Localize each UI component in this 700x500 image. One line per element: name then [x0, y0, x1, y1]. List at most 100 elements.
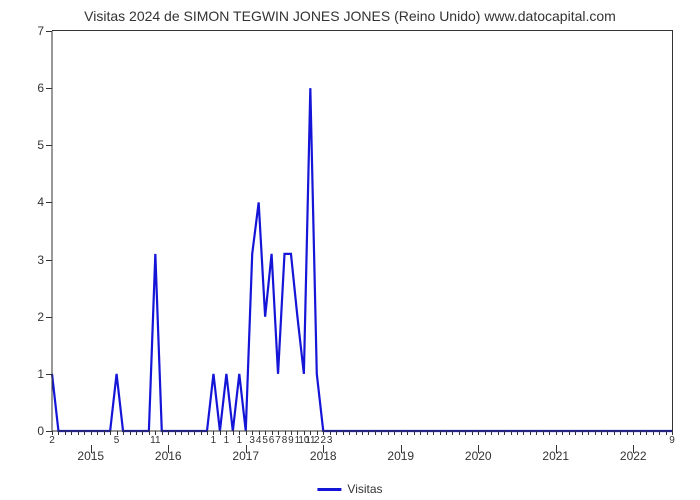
x-tick-minor [58, 431, 59, 435]
x-axis-value-label: 5 [114, 435, 120, 446]
x-axis-value-label: 1 [224, 435, 230, 446]
plot-area: 0123456720152016201720182019202020212022… [52, 30, 673, 431]
x-tick-minor [646, 431, 647, 435]
x-axis-value-label: 4 [256, 435, 262, 446]
x-tick-minor [356, 431, 357, 435]
x-tick-minor [142, 431, 143, 435]
x-tick-minor [130, 431, 131, 435]
y-axis-label: 7 [37, 24, 44, 38]
x-tick-minor [97, 431, 98, 435]
x-tick-minor [220, 431, 221, 435]
y-tick [46, 31, 52, 32]
x-tick-minor [78, 431, 79, 435]
x-axis-value-label: 2 [320, 435, 326, 446]
y-axis-label: 6 [37, 81, 44, 95]
x-tick-minor [427, 431, 428, 435]
x-tick-minor [666, 431, 667, 435]
x-tick-minor [84, 431, 85, 435]
x-tick-minor [582, 431, 583, 435]
y-axis-label: 0 [37, 424, 44, 438]
x-axis-value-label: 2 [314, 435, 320, 446]
x-tick-minor [498, 431, 499, 435]
visitas-line [52, 88, 672, 431]
x-tick-minor [633, 431, 634, 435]
x-tick-minor [614, 431, 615, 435]
x-tick-minor [368, 431, 369, 435]
x-tick-minor [504, 431, 505, 435]
x-tick-minor [659, 431, 660, 435]
x-tick-minor [523, 431, 524, 435]
x-axis-value-label: 9 [288, 435, 294, 446]
x-tick-major [246, 445, 247, 453]
x-axis-value-label: 3 [249, 435, 255, 446]
x-tick-minor [485, 431, 486, 435]
x-tick-minor [627, 431, 628, 435]
x-tick-major [401, 445, 402, 453]
x-tick-minor [440, 431, 441, 435]
x-tick-minor [246, 431, 247, 435]
y-axis-label: 3 [37, 253, 44, 267]
x-tick-major [478, 445, 479, 453]
x-tick-minor [65, 431, 66, 435]
x-tick-minor [381, 431, 382, 435]
x-tick-minor [71, 431, 72, 435]
legend-label: Visitas [347, 482, 382, 496]
x-tick-minor [414, 431, 415, 435]
x-tick-minor [517, 431, 518, 435]
y-tick [46, 317, 52, 318]
x-tick-minor [595, 431, 596, 435]
x-tick-minor [472, 431, 473, 435]
x-axis-value-label: 2 [49, 435, 55, 446]
x-tick-minor [91, 431, 92, 435]
x-tick-minor [110, 431, 111, 435]
x-tick-minor [201, 431, 202, 435]
y-tick [46, 260, 52, 261]
x-tick-major [168, 445, 169, 453]
x-tick-minor [459, 431, 460, 435]
x-tick-minor [123, 431, 124, 435]
x-axis-value-label: 11 [150, 435, 160, 446]
x-axis-value-label: 1 [237, 435, 243, 446]
x-tick-minor [136, 431, 137, 435]
x-axis-value-label: 5 [262, 435, 268, 446]
x-tick-minor [407, 431, 408, 435]
x-tick-minor [420, 431, 421, 435]
x-tick-minor [452, 431, 453, 435]
x-axis-value-label: 9 [669, 435, 675, 446]
line-chart-svg [52, 31, 672, 431]
x-tick-minor [168, 431, 169, 435]
x-tick-minor [336, 431, 337, 435]
x-tick-minor [446, 431, 447, 435]
x-axis-value-label: 6 [269, 435, 275, 446]
legend: Visitas [317, 482, 382, 496]
x-tick-minor [588, 431, 589, 435]
x-tick-minor [181, 431, 182, 435]
x-axis-value-label: 8 [282, 435, 288, 446]
x-tick-minor [388, 431, 389, 435]
x-tick-minor [478, 431, 479, 435]
x-tick-minor [343, 431, 344, 435]
y-axis-label: 4 [37, 195, 44, 209]
x-tick-minor [465, 431, 466, 435]
x-tick-major [91, 445, 92, 453]
x-tick-major [633, 445, 634, 453]
x-tick-minor [362, 431, 363, 435]
chart-container: Visitas 2024 de SIMON TEGWIN JONES JONES… [0, 0, 700, 500]
x-tick-minor [349, 431, 350, 435]
x-tick-minor [375, 431, 376, 435]
x-tick-minor [530, 431, 531, 435]
x-tick-minor [575, 431, 576, 435]
y-tick [46, 374, 52, 375]
legend-swatch [317, 488, 341, 491]
x-tick-minor [104, 431, 105, 435]
x-tick-major [323, 445, 324, 453]
y-axis-label: 5 [37, 138, 44, 152]
x-tick-minor [556, 431, 557, 435]
y-tick [46, 88, 52, 89]
x-tick-minor [433, 431, 434, 435]
x-axis-value-label: 1 [211, 435, 217, 446]
x-tick-minor [394, 431, 395, 435]
x-tick-minor [640, 431, 641, 435]
chart-title: Visitas 2024 de SIMON TEGWIN JONES JONES… [0, 0, 700, 24]
x-tick-major [556, 445, 557, 453]
